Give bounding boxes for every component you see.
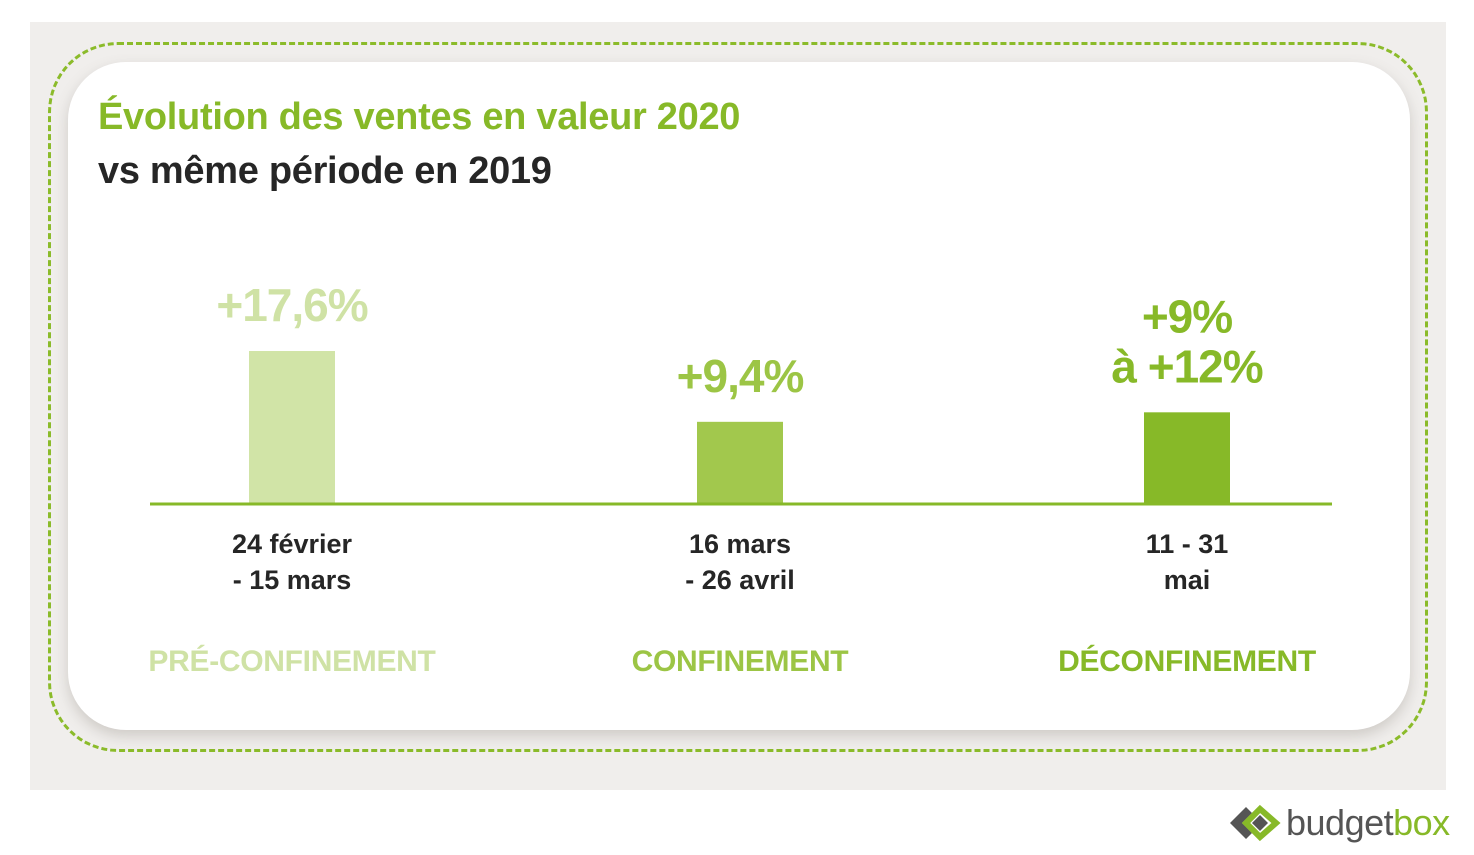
phase-label-1: PRÉ-CONFINEMENT [148,644,435,678]
chart-title: Évolution des ventes en valeur 2020 [98,96,741,138]
dashed-frame [48,42,1428,752]
phase-label-2: CONFINEMENT [632,645,849,678]
chart-subtitle: vs même période en 2019 [98,150,552,192]
period-label-1-2: - 15 mars [233,565,352,595]
data-label-3-2: à +12% [1111,340,1262,392]
phase-label-3: DÉCONFINEMENT [1058,644,1316,678]
period-label-3-1: 11 - 31 [1146,529,1229,559]
data-label-2: +9,4% [677,350,804,402]
budgetbox-logo: budgetbox [1226,798,1450,848]
data-label-3-1: +9% [1142,290,1232,342]
period-label-2-1: 16 mars [689,529,791,559]
period-label-2-2: - 26 avril [685,565,795,595]
logo-text-plain: budget [1286,802,1394,843]
period-label-1-1: 24 février [232,529,353,559]
budgetbox-logo-icon [1230,804,1281,842]
budgetbox-logo-text: budgetbox [1286,802,1450,844]
period-label-3-2: mai [1164,565,1211,595]
bar-3 [1144,412,1230,503]
bar-1 [249,351,335,503]
data-label-1: +17,6% [216,279,367,331]
bar-2 [697,421,783,503]
logo-text-accent: box [1393,802,1450,843]
